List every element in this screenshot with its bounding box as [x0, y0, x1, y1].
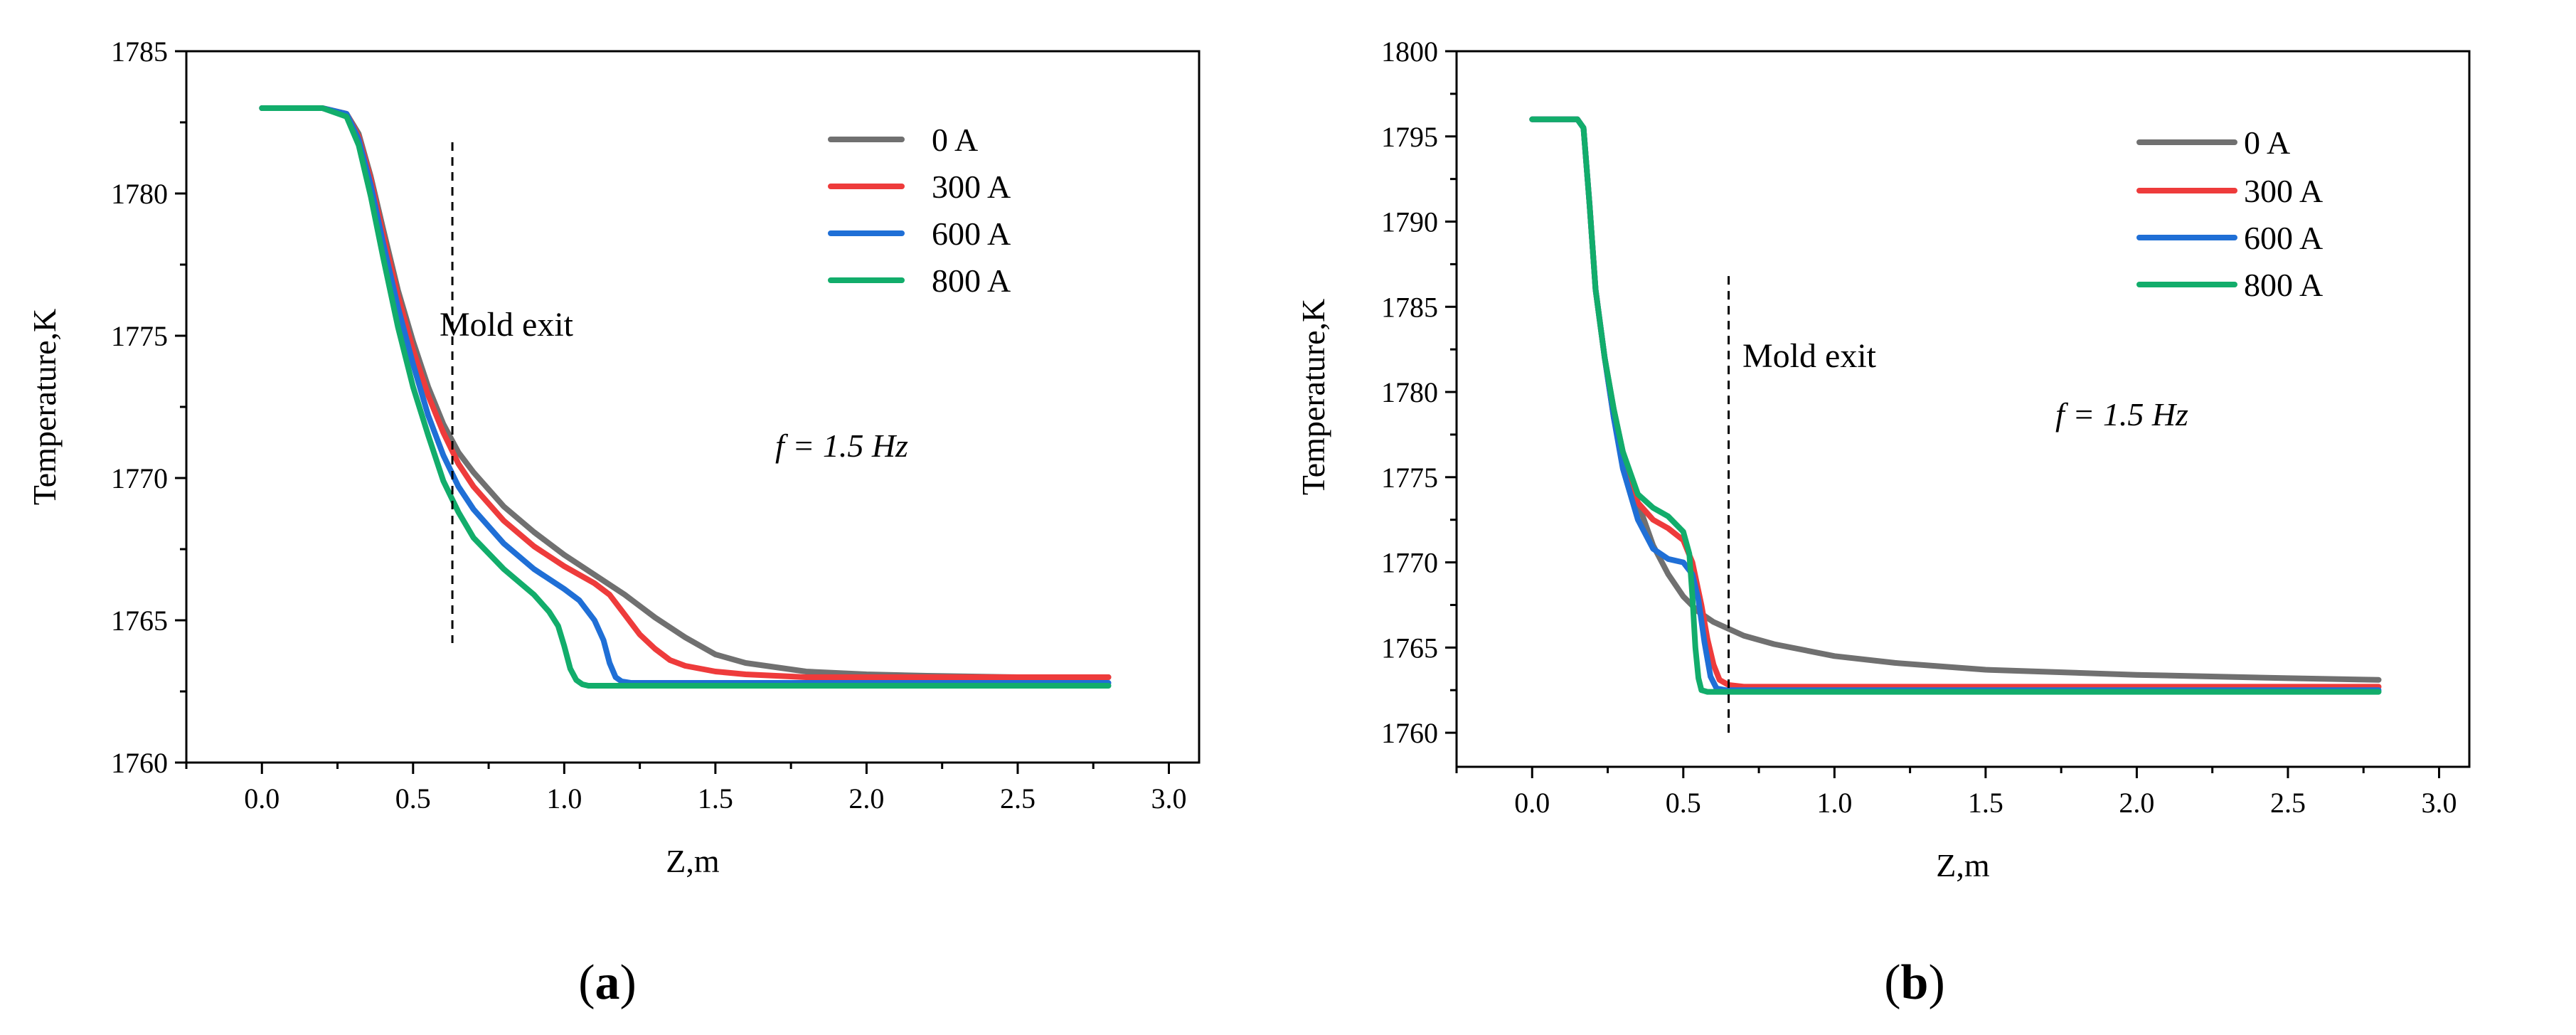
y-tick-label: 1780 [111, 178, 168, 210]
x-tick-label: 1.5 [1968, 787, 2003, 819]
legend-label-0a: 0 A [932, 122, 978, 158]
plot-area-border [185, 50, 1201, 764]
series-layer [259, 105, 1112, 689]
x-tick-label: 1.0 [546, 782, 582, 814]
legend-label-800a: 800 A [932, 262, 1011, 299]
y-tick-label: 1785 [1381, 291, 1438, 323]
x-tick-label: 3.0 [1151, 782, 1186, 814]
frequency-annotation: f = 1.5 Hz [2055, 396, 2188, 432]
legend-label-600a: 600 A [2244, 220, 2323, 256]
x-tick-label: 0.0 [244, 782, 280, 814]
y-tick-label: 1775 [1381, 462, 1438, 494]
plot-frame [1455, 50, 2471, 768]
legend-label-300a: 300 A [932, 169, 1011, 205]
x-axis-title: Z,m [666, 843, 720, 879]
y-tick-label: 1785 [111, 36, 168, 68]
y-tick-label: 1765 [111, 605, 168, 637]
panel-label-a: (a) [578, 955, 637, 1010]
y-axis-title: Temperature,K [1295, 299, 1331, 495]
y-tick-label: 1795 [1381, 121, 1438, 153]
plot-area-border [1455, 50, 2471, 768]
series-layer [1529, 116, 2382, 695]
y-tick-label: 1760 [111, 747, 168, 779]
x-tick-label: 0.5 [395, 782, 431, 814]
x-tick-label: 3.0 [2421, 787, 2457, 819]
x-tick-label: 2.0 [2119, 787, 2154, 819]
legend-label-300a: 300 A [2244, 173, 2323, 209]
panel-letter-b: b [1901, 955, 1929, 1010]
panel-label-b: (b) [1884, 955, 1945, 1010]
y-tick-label: 1760 [1381, 717, 1438, 749]
series-line-800a [259, 105, 1112, 689]
x-axis-title: Z,m [1936, 847, 1990, 883]
y-tick-label: 1780 [1381, 376, 1438, 408]
y-tick-label: 1770 [1381, 547, 1438, 579]
mold-exit-annotation: Mold exit [1742, 337, 1877, 375]
chart-panel-b: 0.0 0.5 1.0 1.5 2.0 2.5 3.0 1760 1765 1770 1775 178… [1295, 36, 2471, 1010]
y-tick-label: 1770 [111, 462, 168, 494]
axis-ticks: 0.0 0.5 1.0 1.5 2.0 2.5 3.0 1760 1765 1770 1775 178… [1381, 36, 2457, 819]
x-tick-label: 0.0 [1514, 787, 1550, 819]
x-tick-label: 2.5 [2270, 787, 2306, 819]
y-axis-title: Temperature,K [26, 309, 63, 505]
x-tick-label: 1.5 [698, 782, 733, 814]
mold-exit-annotation: Mold exit [440, 306, 574, 344]
legend: 0 A 300 A 600 A 800 A [828, 122, 1011, 299]
series-line-800a [1529, 116, 2382, 695]
y-tick-label: 1790 [1381, 206, 1438, 238]
legend: 0 A 300 A 600 A 800 A [2136, 124, 2323, 303]
x-tick-label: 2.5 [1000, 782, 1036, 814]
y-tick-label: 1800 [1381, 36, 1438, 68]
legend-label-800a: 800 A [2244, 267, 2323, 303]
y-tick-label: 1765 [1381, 632, 1438, 664]
frequency-annotation: f = 1.5 Hz [775, 428, 908, 464]
axis-ticks: 0.0 0.5 1.0 1.5 2.0 2.5 3.0 1760 1765 1770 1775 178… [111, 36, 1186, 814]
x-tick-label: 1.0 [1816, 787, 1852, 819]
x-tick-label: 2.0 [848, 782, 884, 814]
x-tick-label: 0.5 [1666, 787, 1701, 819]
legend-label-600a: 600 A [932, 216, 1011, 252]
panel-letter-a: a [595, 955, 620, 1010]
chart-panel-a: 0.0 0.5 1.0 1.5 2.0 2.5 3.0 1760 1765 1770 1775 178… [26, 36, 1201, 1010]
y-tick-label: 1775 [111, 320, 168, 352]
legend-label-0a: 0 A [2244, 124, 2290, 161]
plot-frame [185, 50, 1201, 764]
